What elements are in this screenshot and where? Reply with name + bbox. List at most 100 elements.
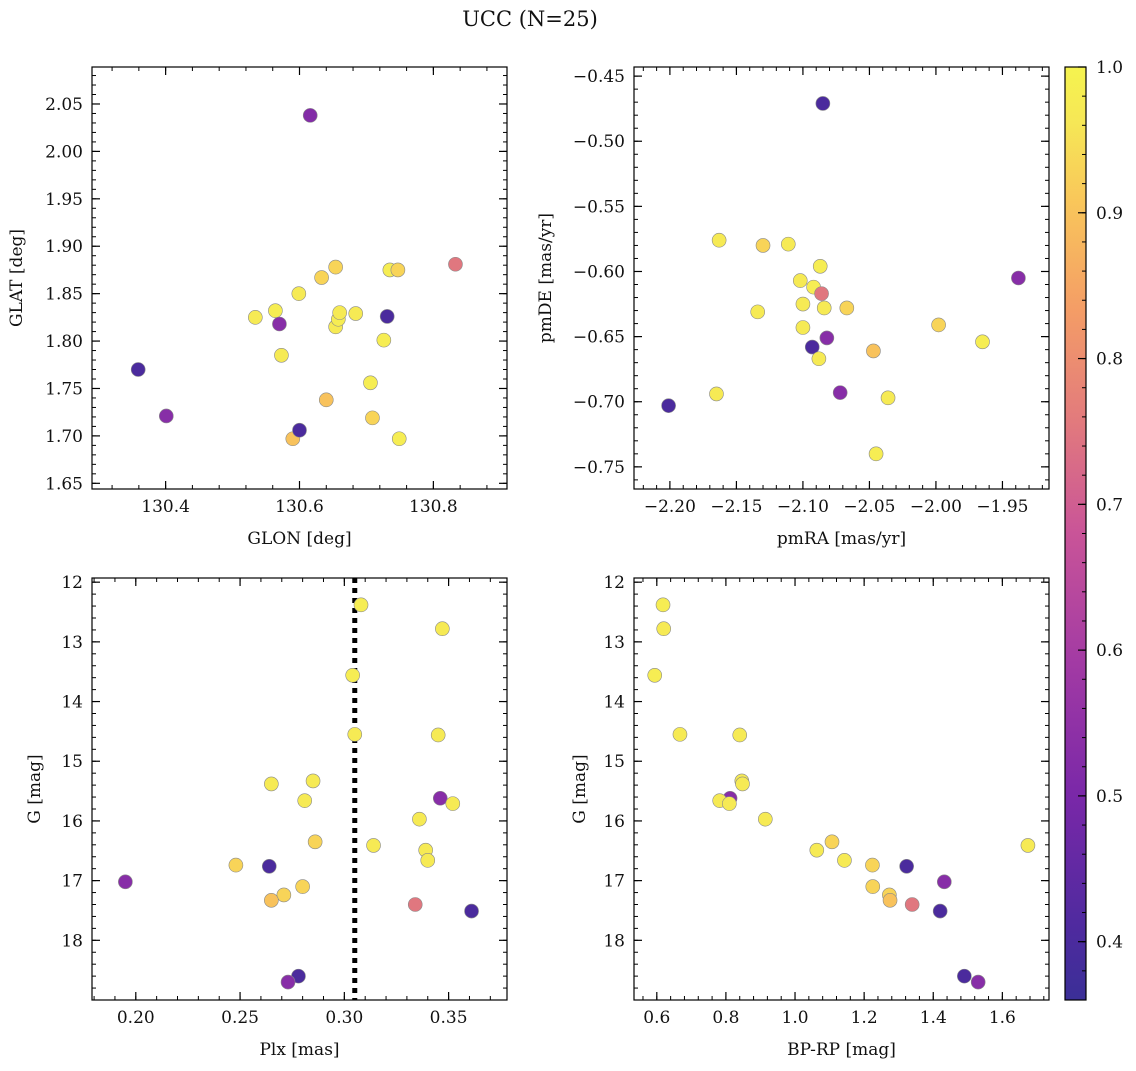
scatter-point [391, 431, 407, 447]
scatter-point [656, 621, 672, 637]
axes-frame [633, 577, 1050, 1001]
colorbar-tick-label: 0.4 [1096, 933, 1123, 953]
y-tick-label: 15 [61, 752, 83, 772]
x-tick-label: 0.25 [221, 1008, 259, 1028]
y-tick-label: 14 [61, 693, 83, 713]
scatter-point [750, 304, 766, 320]
scatter-point [655, 597, 671, 613]
scatter-point [292, 422, 307, 438]
scatter-point [118, 874, 133, 890]
scatter-point [709, 386, 724, 402]
y-tick-label: 1.95 [45, 190, 83, 210]
scatter-points [647, 597, 1036, 990]
y-tick-label: 1.85 [45, 285, 83, 305]
y-tick-label: 12 [603, 573, 625, 593]
y-tick-label: −0.75 [573, 458, 625, 478]
y-tick-label: 1.80 [45, 332, 83, 352]
scatter-point [1011, 270, 1026, 286]
colorbar-tick-label: 0.8 [1096, 350, 1123, 370]
scatter-point [280, 974, 296, 990]
scatter-points [118, 578, 479, 1000]
y-tick-label: 1.90 [45, 237, 83, 257]
y-tick-label: −0.50 [573, 132, 625, 152]
scatter-point [839, 300, 855, 316]
x-tick-label: 1.2 [851, 1008, 878, 1028]
x-tick-label: −2.00 [910, 497, 962, 517]
scatter-point [305, 773, 321, 789]
x-tick-label: −2.20 [644, 497, 696, 517]
scatter-point [672, 727, 688, 742]
scatter-point [814, 286, 829, 301]
y-tick-label: 1.70 [45, 427, 83, 447]
scatter-point [758, 811, 773, 827]
scatter-point [347, 727, 363, 742]
x-tick-label: −2.10 [777, 497, 829, 517]
scatter-point [722, 796, 737, 811]
scatter-point [735, 776, 750, 792]
scatter-point [812, 258, 828, 274]
scatter-point [228, 857, 244, 873]
scatter-point [711, 232, 727, 248]
x-tick-label: 130.8 [409, 497, 458, 517]
scatter-point [248, 310, 263, 325]
scatter-point [158, 408, 174, 424]
y-tick-label: 13 [61, 633, 83, 653]
x-tick-label: 0.30 [325, 1008, 363, 1028]
scatter-point [899, 858, 914, 874]
colorbar: 0.4 0.5 0.6 0.7 0.8 0.9 1.0 [1064, 58, 1123, 1001]
scatter-point [936, 874, 952, 890]
y-tick-label: −0.65 [573, 328, 625, 348]
scatter-point [780, 236, 796, 252]
x-tick-label: 130.6 [275, 497, 324, 517]
scatter-point [647, 667, 663, 683]
y-tick-label: 12 [61, 573, 83, 593]
colorbar-tick-label: 0.6 [1096, 641, 1123, 661]
scatter-point [882, 893, 898, 908]
scatter-point [274, 347, 289, 363]
scatter-point [430, 727, 446, 743]
scatter-point [865, 879, 881, 894]
y-axis-label: pmDE [mas/yr] [536, 213, 556, 343]
scatter-point [837, 853, 852, 868]
y-tick-label: 1.75 [45, 379, 83, 399]
y-tick-label: −0.45 [573, 67, 625, 87]
scatter-point [332, 305, 347, 320]
scatter-point [348, 306, 364, 321]
scatter-point [366, 838, 381, 853]
scatter-point [376, 332, 392, 348]
scatter-point [261, 858, 277, 874]
scatter-point [345, 667, 360, 683]
scatter-point [390, 262, 406, 278]
panel-glon-glat: 130.4 130.6 130.8 1.65 1.70 1.75 1.80 1.85 1.90 1… [7, 66, 508, 549]
scatter-point [868, 446, 884, 462]
scatter-point [795, 320, 811, 335]
scatter-point [365, 410, 380, 426]
x-axis-label: BP-RP [mag] [787, 1040, 896, 1060]
x-tick-label: −2.05 [843, 497, 895, 517]
x-tick-label: 1.0 [782, 1008, 809, 1028]
scatter-point [792, 273, 808, 288]
y-tick-label: 17 [603, 872, 625, 892]
panel-bprp-g: 0.6 0.8 1.0 1.2 1.4 1.6 12 13 14 15 16 17 18 BP-RP [… [570, 573, 1050, 1060]
scatter-point [816, 300, 832, 316]
panel-plx-g: 0.20 0.25 0.30 0.35 12 13 14 15 16 17 18 Plx [mas]… [25, 573, 508, 1060]
axis-ticks: −2.20 −2.15 −2.10 −2.05 −2.00 −1.95 −0.75 −0.70… [573, 67, 1049, 517]
scatter-point [432, 790, 448, 806]
scatter-point [932, 903, 948, 919]
scatter-point [811, 351, 827, 367]
panel-pmra-pmde: −2.20 −2.15 −2.10 −2.05 −2.00 −1.95 −0.75 −0.70… [536, 66, 1050, 549]
scatter-point [865, 857, 880, 873]
y-tick-label: 18 [61, 931, 83, 951]
scatter-point [291, 286, 307, 301]
scatter-points [661, 96, 1026, 462]
scatter-point [130, 362, 146, 377]
scatter-point [328, 259, 343, 275]
scatter-point [420, 853, 436, 868]
colorbar-tick-label: 0.5 [1096, 787, 1123, 807]
axis-ticks: 0.6 0.8 1.0 1.2 1.4 1.6 12 13 14 15 16 17 18 [603, 573, 1049, 1028]
scatter-point [661, 398, 676, 413]
y-tick-label: 16 [603, 812, 625, 832]
scatter-point [363, 375, 378, 391]
scatter-point [407, 897, 423, 912]
